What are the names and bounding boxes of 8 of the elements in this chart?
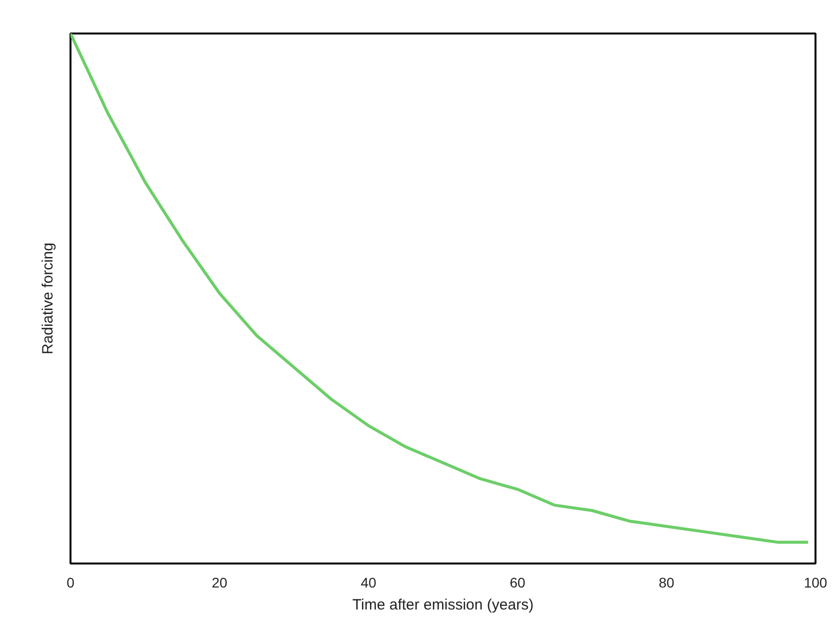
- x-tick-label: 60: [510, 574, 526, 590]
- x-tick-label: 20: [212, 574, 228, 590]
- x-tick-label: 80: [658, 574, 674, 590]
- x-tick-label: 100: [804, 574, 828, 590]
- x-axis-title: Time after emission (years): [352, 596, 534, 614]
- x-tick-label: 40: [360, 574, 376, 590]
- y-axis-title: Radiative forcing: [40, 242, 56, 354]
- x-tick-label: 0: [66, 574, 75, 590]
